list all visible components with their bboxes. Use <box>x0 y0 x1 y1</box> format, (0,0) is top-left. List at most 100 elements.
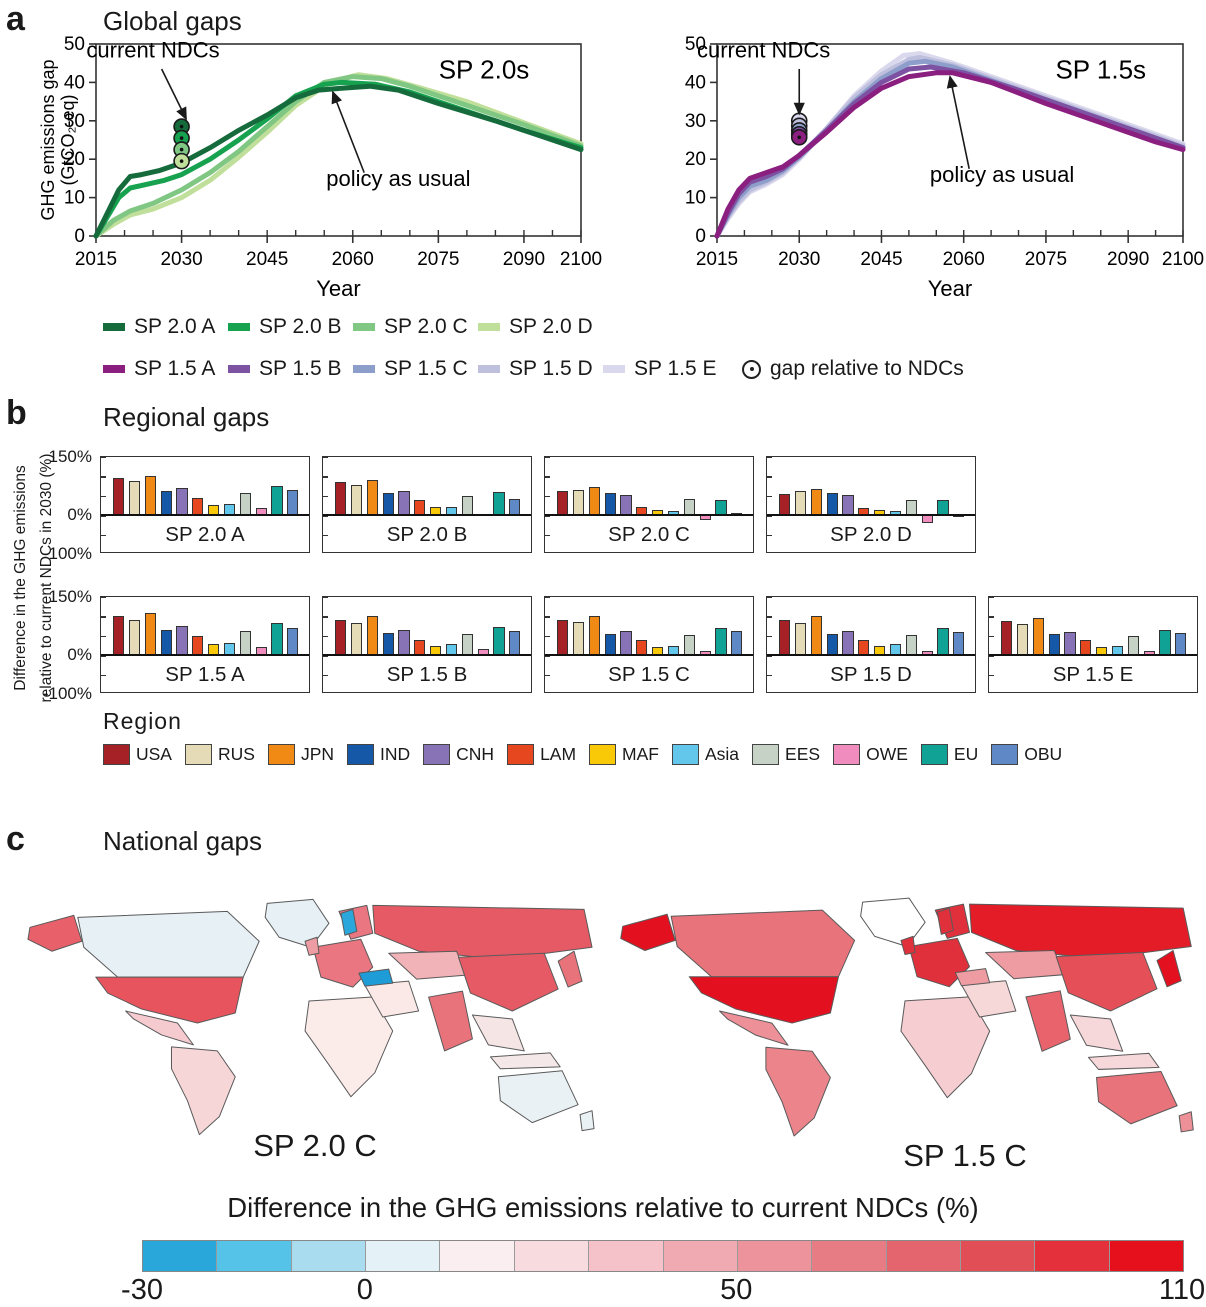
region-swatch <box>589 744 617 765</box>
country-russia <box>372 904 593 960</box>
bar-rus <box>350 484 363 516</box>
sp15-xtick: 2045 <box>860 249 902 270</box>
region-label: MAF <box>622 744 659 764</box>
bar-ees <box>905 499 917 516</box>
bar-eu <box>271 485 283 516</box>
bar-chart-title: SP 2.0 C <box>608 523 690 547</box>
bar-ees <box>683 498 695 516</box>
country-seasia <box>1069 1014 1124 1052</box>
sp15-ytick: 0 <box>695 226 706 247</box>
axis-tick <box>101 534 106 536</box>
zero-line <box>545 514 753 517</box>
country-australia <box>1096 1070 1178 1125</box>
axis-tick <box>545 616 550 618</box>
axis-tick <box>323 692 328 694</box>
country-indonesia <box>489 1052 561 1070</box>
sp15-xtick: 2015 <box>696 249 738 270</box>
bar-ind <box>382 492 394 516</box>
region-label: EES <box>785 744 821 764</box>
series-sp-2.0-c <box>93 74 584 239</box>
bar-eu <box>937 628 949 656</box>
bar-eu <box>715 499 727 516</box>
axis-tick <box>767 552 772 554</box>
country-alaska <box>620 913 676 951</box>
country-japan <box>557 950 583 988</box>
colorbar-tick--30: -30 <box>121 1274 163 1306</box>
bar-eu <box>493 627 505 656</box>
bar-cnh <box>176 626 188 656</box>
legend-swatch <box>103 365 125 373</box>
region-swatch <box>184 744 212 765</box>
sp20-ylabel: (GtCO₂-eq) <box>58 95 78 186</box>
bar-ind <box>604 493 616 516</box>
legend-item-sp-1.5-c: SP 1.5 C <box>353 357 478 381</box>
axis-tick <box>989 616 994 618</box>
bar-cnh <box>620 631 632 656</box>
legend-label: SP 1.5 E <box>634 357 717 380</box>
axis-tick <box>101 495 106 498</box>
bar-chart-sp-1.5-a: SP 1.5 A <box>100 596 310 694</box>
legend-label: SP 1.5 D <box>509 357 593 380</box>
bar-jpn <box>588 616 600 656</box>
zero-line <box>545 654 753 657</box>
sp20-xtick: 2075 <box>417 249 459 270</box>
zero-line <box>989 654 1197 657</box>
legend-item-sp-1.5-b: SP 1.5 B <box>228 357 353 381</box>
colorbar-segment-5 <box>514 1241 590 1271</box>
sp20-xtick: 2045 <box>246 249 288 270</box>
axis-tick <box>101 635 106 638</box>
bar-ind <box>1048 633 1060 656</box>
bar-usa <box>557 619 569 656</box>
legend-item-sp-2.0-a: SP 2.0 A <box>103 315 228 339</box>
zero-line <box>323 654 531 657</box>
country-india <box>1025 990 1071 1052</box>
map-label-sp15c: SP 1.5 C <box>903 1138 1027 1173</box>
country-turkey <box>358 968 394 987</box>
bar-eu <box>493 491 505 516</box>
legend-swatch <box>353 365 375 373</box>
country-mexico <box>125 1010 194 1046</box>
bar-chart-title: SP 2.0 B <box>386 523 468 547</box>
colorbar-segment-7 <box>663 1241 738 1271</box>
axis-tick <box>767 476 772 478</box>
country-mexico <box>719 1010 789 1046</box>
bar-lam <box>414 639 426 656</box>
scenario-legend-row-1: SP 2.0 A SP 2.0 B SP 2.0 C SP 2.0 D <box>103 306 964 348</box>
bar-cnh <box>398 490 410 516</box>
bar-chart-sp-2.0-b: SP 2.0 B <box>322 456 532 554</box>
legend-item-sp-2.0-b: SP 2.0 B <box>228 315 353 339</box>
axis-tick <box>101 616 106 618</box>
colorbar-segment-13 <box>1109 1241 1184 1271</box>
series-sp-1.5-c <box>714 58 1186 239</box>
regional-y-axis-label-line2: relative to current NDCs in 2030 (%) <box>37 453 55 703</box>
colorbar-segment-12 <box>1035 1241 1110 1271</box>
regional-y-axis-label: Difference in the GHG emissions relative… <box>8 428 68 728</box>
sp15-xtick: 2030 <box>778 249 820 270</box>
bar-rus <box>128 619 141 656</box>
colorbar-tick-110: 110 <box>1158 1274 1206 1306</box>
current-ndcs-annotation: current NDCs <box>697 37 830 62</box>
panel-a-title: Global gaps <box>103 6 242 36</box>
region-label: OBU <box>1024 744 1063 764</box>
region-swatch <box>103 744 130 765</box>
bar-chart-sp-2.0-a: SP 2.0 A <box>100 456 310 554</box>
region-label: LAM <box>540 744 577 764</box>
axis-tick <box>323 635 328 638</box>
bar-chart-title: SP 1.5 C <box>608 663 690 687</box>
legend-label: SP 2.0 B <box>259 315 342 338</box>
country-norway_patch <box>340 908 358 936</box>
bar-obu <box>509 498 521 516</box>
bar-jpn <box>810 488 822 516</box>
bar-chart-sp-2.0-c: SP 2.0 C <box>544 456 754 554</box>
series-sp-2.0-d <box>93 72 584 239</box>
legend-swatch <box>478 365 500 373</box>
axis-tick <box>767 457 772 459</box>
bar-ind <box>604 633 616 656</box>
region-label: JPN <box>300 744 334 764</box>
bar-cnh <box>620 495 632 516</box>
axis-tick <box>323 534 328 536</box>
axis-tick <box>323 597 328 599</box>
scenario-legend: SP 2.0 A SP 2.0 B SP 2.0 C SP 2.0 D SP 1.5 A… <box>103 306 964 390</box>
bar-jpn <box>588 487 600 516</box>
bar-chart-title: SP 1.5 D <box>830 663 912 687</box>
